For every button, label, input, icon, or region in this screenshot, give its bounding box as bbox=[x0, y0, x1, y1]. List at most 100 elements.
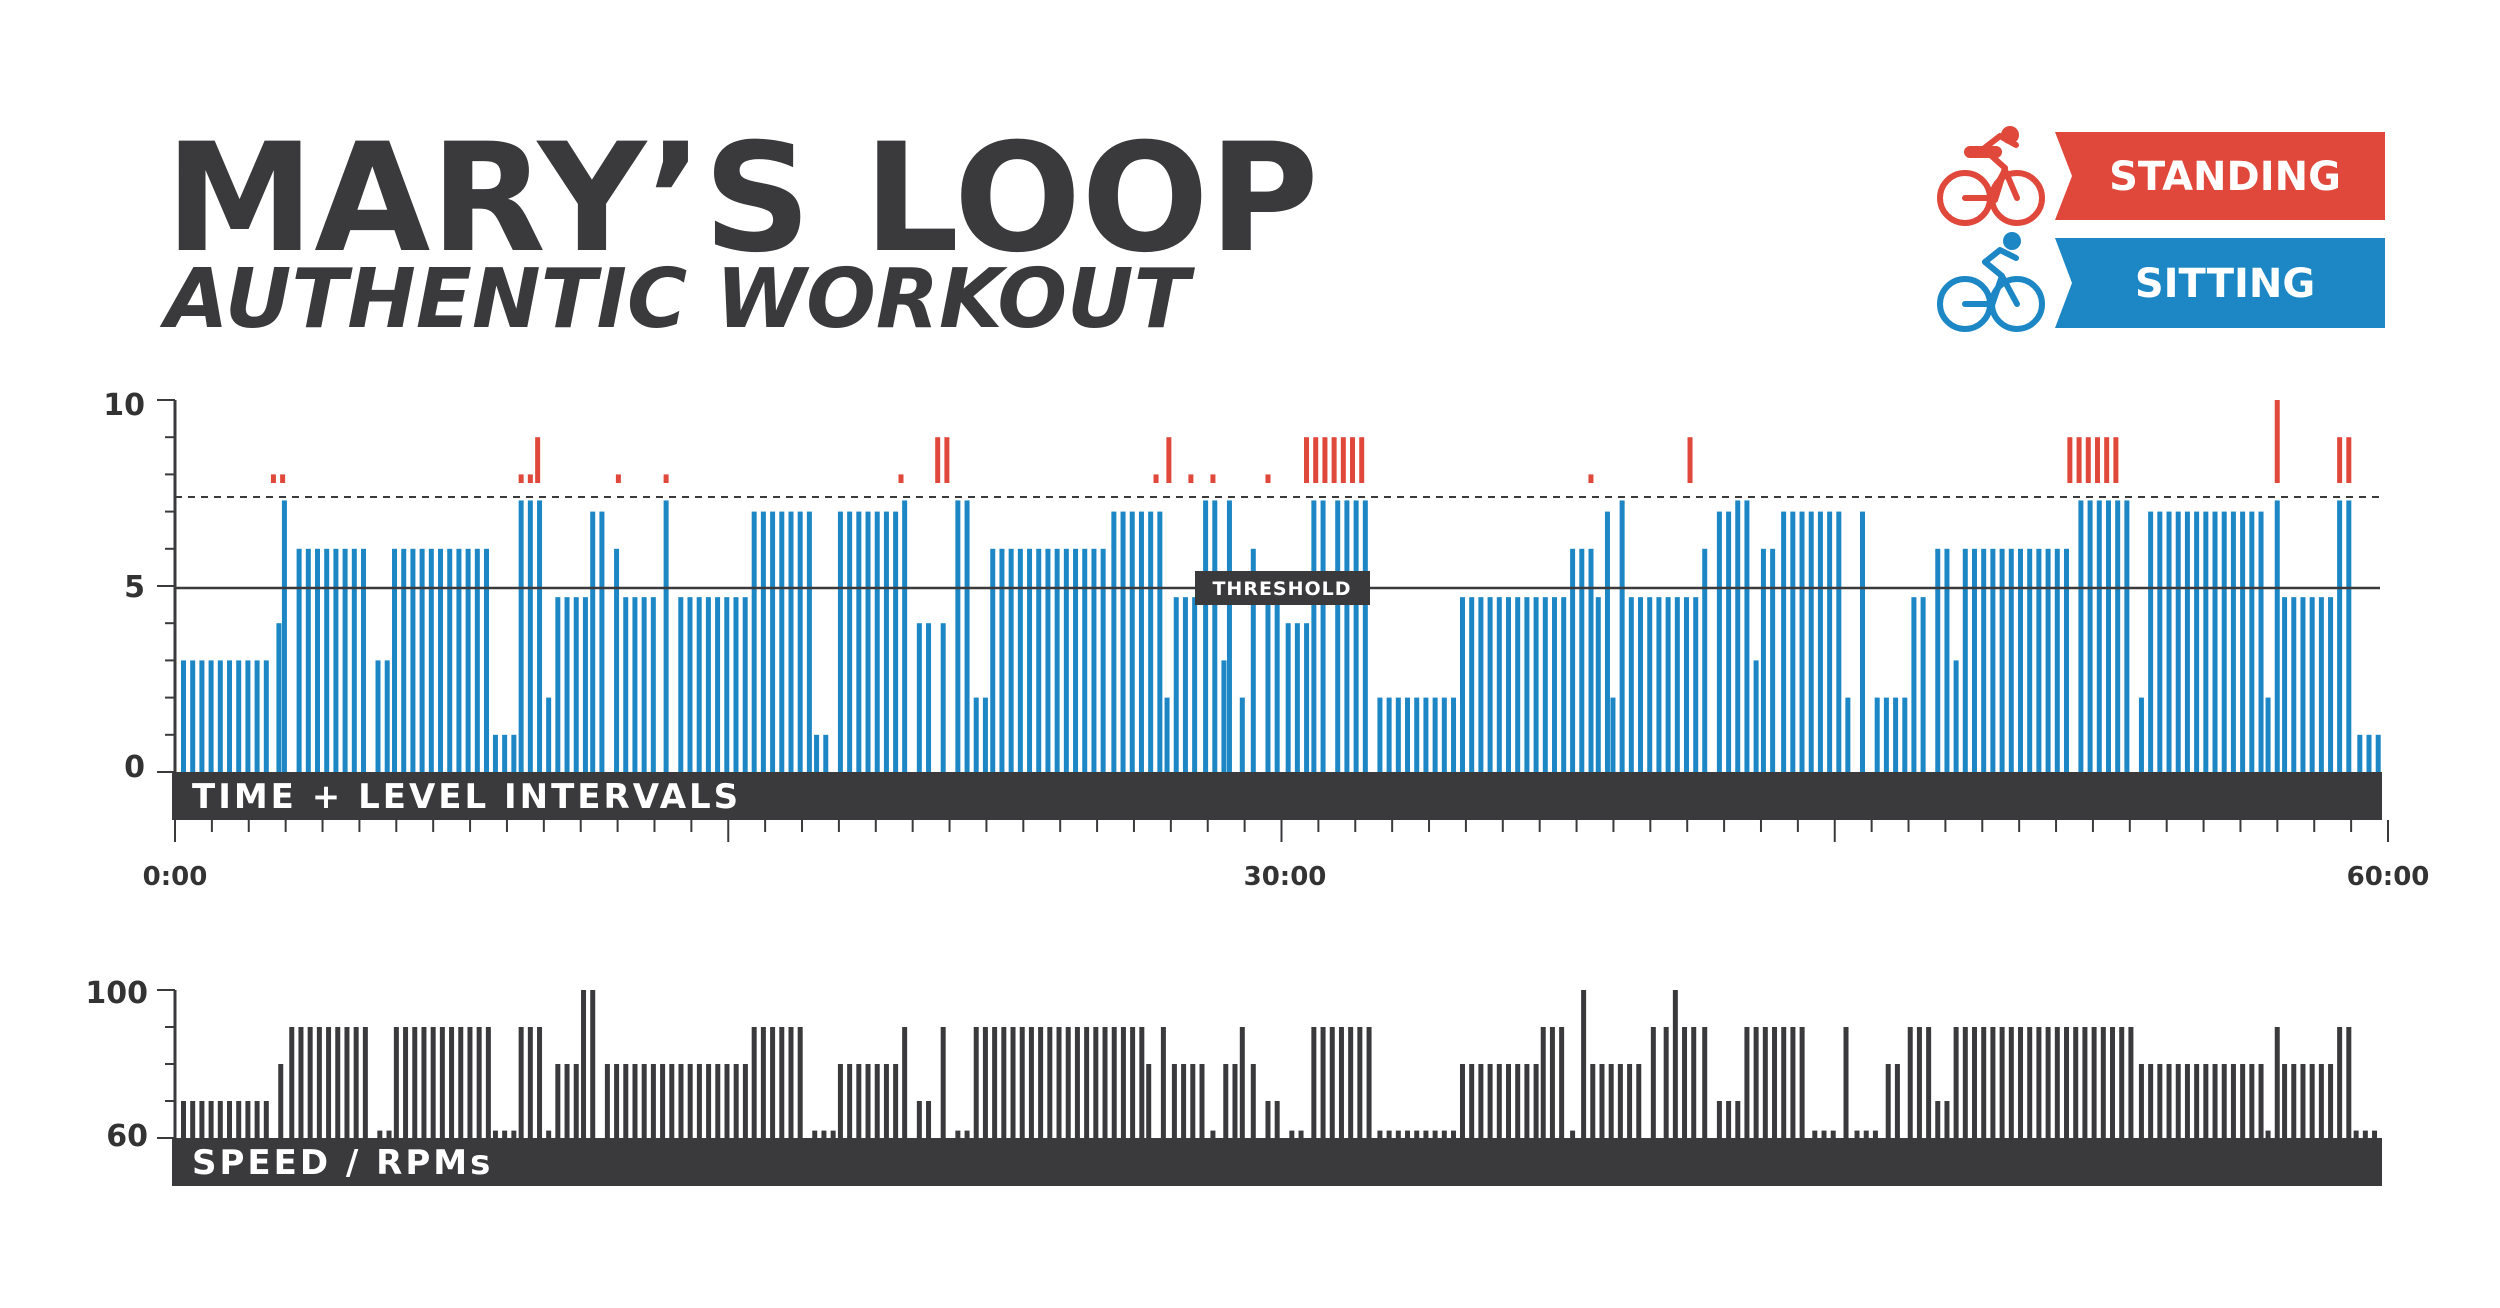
level-ytick-5: 5 bbox=[124, 570, 145, 605]
sitting-bar bbox=[2017, 548, 2023, 772]
time-label-end: 60:00 bbox=[2347, 862, 2430, 892]
title-line2: AUTHENTIC WORKOUT bbox=[159, 252, 1196, 347]
sitting-bar bbox=[582, 597, 588, 772]
sitting-bar bbox=[1285, 623, 1291, 772]
sitting-bar bbox=[419, 548, 425, 772]
speed-bar bbox=[278, 1064, 284, 1138]
sitting-bar bbox=[590, 511, 596, 772]
sitting-bar bbox=[1735, 500, 1741, 772]
speed-bar bbox=[1056, 1027, 1062, 1138]
speed-bar bbox=[2372, 1130, 2378, 1138]
sitting-bar bbox=[2063, 548, 2069, 772]
sitting-bar bbox=[1353, 500, 1359, 772]
threshold-label-box bbox=[1195, 571, 1370, 605]
sitting-bar bbox=[199, 660, 205, 772]
speed-bar bbox=[1843, 1027, 1849, 1138]
speed-bar bbox=[502, 1130, 508, 1138]
sitting-bar bbox=[1628, 597, 1634, 772]
sitting-bar bbox=[1203, 500, 1209, 772]
speed-bar bbox=[263, 1101, 269, 1138]
sitting-bar bbox=[2240, 511, 2246, 772]
speed-bar bbox=[1627, 1064, 1633, 1138]
speed-bar bbox=[2203, 1064, 2209, 1138]
speed-bar bbox=[527, 1027, 533, 1138]
sitting-bar bbox=[1953, 660, 1959, 772]
speed-bar bbox=[2353, 1130, 2359, 1138]
sitting-bar bbox=[456, 548, 462, 772]
sitting-bar bbox=[715, 597, 721, 772]
sitting-bar bbox=[797, 511, 803, 772]
speed-bar bbox=[2328, 1064, 2334, 1138]
sitting-bar bbox=[2157, 511, 2163, 772]
speed-bar bbox=[1019, 1027, 1025, 1138]
speed-bar bbox=[511, 1130, 517, 1138]
standing-bar bbox=[2337, 437, 2343, 483]
speed-bar bbox=[1289, 1130, 1295, 1138]
sitting-bar bbox=[2138, 697, 2144, 772]
speed-bar bbox=[2166, 1064, 2172, 1138]
sitting-bar bbox=[1239, 697, 1245, 772]
sitting-bar bbox=[333, 548, 339, 772]
sitting-bar bbox=[990, 548, 996, 772]
sitting-bar bbox=[2124, 500, 2130, 772]
sitting-bar bbox=[1610, 697, 1616, 772]
speed-bar bbox=[883, 1064, 889, 1138]
sitting-bar bbox=[1008, 548, 1014, 772]
speed-bar bbox=[641, 1064, 647, 1138]
speed-bar bbox=[1414, 1130, 1420, 1138]
legend-standing: STANDING bbox=[1937, 126, 2385, 226]
speed-bar bbox=[1650, 1027, 1656, 1138]
sitting-bar bbox=[623, 597, 629, 772]
sitting-bar bbox=[2194, 511, 2200, 772]
sitting-bar bbox=[2274, 500, 2280, 772]
sitting-bar bbox=[1405, 697, 1411, 772]
sitting-bar bbox=[742, 597, 748, 772]
sitting-bar bbox=[1148, 511, 1154, 772]
speed-bar bbox=[1120, 1027, 1126, 1138]
sitting-bar bbox=[2249, 511, 2255, 772]
speed-bar bbox=[1250, 1064, 1256, 1138]
sitting-bar bbox=[1073, 548, 1079, 772]
speed-bar bbox=[874, 1064, 880, 1138]
speed-bar bbox=[564, 1064, 570, 1138]
sitting-bar bbox=[305, 548, 311, 772]
speed-bar bbox=[1274, 1101, 1280, 1138]
standing-bar bbox=[1350, 437, 1356, 483]
speed-bar bbox=[1506, 1064, 1511, 1138]
sitting-bar bbox=[1595, 597, 1601, 772]
sitting-bar bbox=[1063, 548, 1069, 772]
speed-bar bbox=[1146, 1064, 1152, 1138]
speed-bar bbox=[1790, 1027, 1796, 1138]
speed-bar bbox=[2157, 1064, 2163, 1138]
speed-bar bbox=[1559, 1027, 1565, 1138]
speed-bar bbox=[2318, 1064, 2324, 1138]
speed-bar bbox=[1753, 1027, 1759, 1138]
speed-bar bbox=[1972, 1027, 1978, 1138]
sitting-bar bbox=[1045, 548, 1051, 772]
speed-bar bbox=[1926, 1027, 1932, 1138]
standing-bar bbox=[1210, 474, 1216, 483]
speed-bar bbox=[581, 990, 587, 1138]
speed-bar bbox=[289, 1027, 295, 1138]
speed-bar bbox=[1726, 1101, 1732, 1138]
speed-bar bbox=[362, 1027, 368, 1138]
sitting-bar bbox=[2096, 500, 2102, 772]
sitting-bar bbox=[823, 734, 829, 772]
speed-bar bbox=[2027, 1027, 2033, 1138]
speed-bar bbox=[1366, 1027, 1372, 1138]
speed-bar bbox=[2221, 1064, 2227, 1138]
sitting-bar bbox=[2265, 697, 2271, 772]
sitting-bar bbox=[847, 511, 853, 772]
speed-bar bbox=[1377, 1130, 1383, 1138]
speed-bar bbox=[2282, 1064, 2288, 1138]
sitting-bar bbox=[1182, 597, 1188, 772]
sitting-bar bbox=[1999, 548, 2005, 772]
speed-bar bbox=[1130, 1027, 1136, 1138]
sitting-bar bbox=[696, 597, 702, 772]
sitting-bar bbox=[1817, 511, 1823, 772]
sitting-bar bbox=[1753, 660, 1759, 772]
speed-bar bbox=[1093, 1027, 1099, 1138]
sitting-bar bbox=[1674, 597, 1680, 772]
speed-bar bbox=[2138, 1064, 2144, 1138]
sitting-bar bbox=[1496, 597, 1502, 772]
